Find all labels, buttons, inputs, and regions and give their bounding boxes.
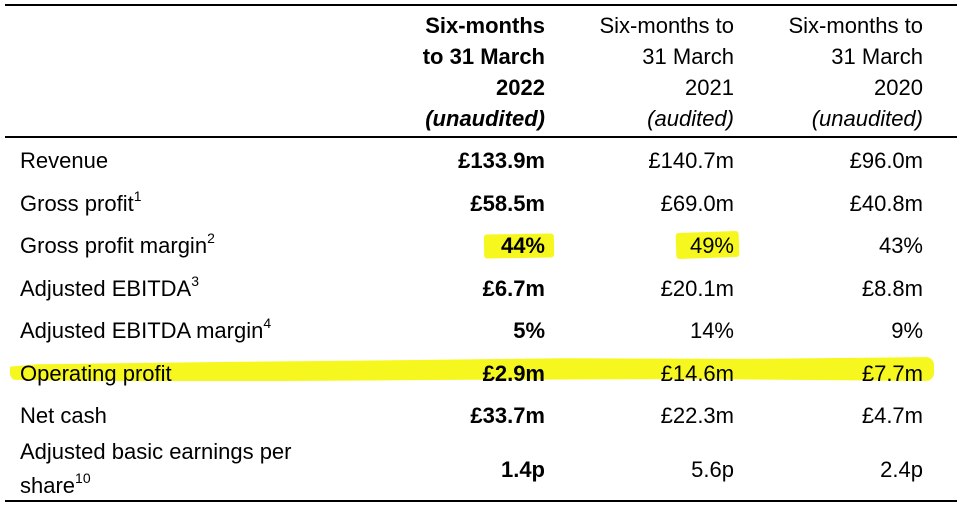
- cell-adjusted-basic-eps-2021: 5.6p: [691, 457, 734, 482]
- row-label-adjusted-basic-eps-line2: share10: [20, 470, 91, 503]
- row-label-text: Gross profit: [20, 191, 134, 216]
- cell-adjusted-ebitda-2020: £8.8m: [861, 276, 923, 301]
- footnote-marker: 2: [207, 230, 215, 246]
- header-status: (unaudited): [425, 106, 545, 131]
- cell-revenue-2022: £133.9m: [458, 148, 545, 173]
- row-label-adjusted-basic-eps-line1: Adjusted basic earnings per: [20, 439, 292, 464]
- column-header-2021: Six-months to 31 March 2021 (audited): [554, 10, 735, 134]
- cell-net-cash-2021: £22.3m: [660, 403, 734, 428]
- cell-gross-profit-margin-2021: 49%: [689, 233, 734, 258]
- header-status: (unaudited): [811, 106, 923, 131]
- cell-operating-profit-2020: £7.7m: [861, 361, 923, 386]
- cell-gross-profit-2022: £58.5m: [470, 191, 545, 216]
- cell-operating-profit-2022: £2.9m: [482, 361, 545, 386]
- row-label-gross-profit: Gross profit1: [20, 188, 142, 221]
- header-line: 31 March: [642, 44, 734, 69]
- footnote-marker: 3: [191, 273, 199, 289]
- header-line: 2021: [685, 75, 734, 100]
- table-top-rule: [5, 4, 957, 6]
- header-line: 2022: [496, 75, 545, 100]
- row-label-net-cash: Net cash: [20, 401, 107, 431]
- column-header-2022: Six-months to 31 March 2022 (unaudited): [375, 10, 545, 134]
- column-header-2020: Six-months to 31 March 2020 (unaudited): [743, 10, 924, 134]
- footnote-marker: 10: [75, 470, 91, 486]
- table-bottom-rule: [5, 500, 957, 502]
- header-line: to 31 March: [422, 44, 545, 69]
- row-label-operating-profit: Operating profit: [20, 359, 172, 389]
- cell-operating-profit-2021: £14.6m: [660, 361, 734, 386]
- footnote-marker: 1: [133, 188, 142, 204]
- cell-net-cash-2020: £4.7m: [861, 403, 923, 428]
- row-label-text: Gross profit margin: [20, 233, 208, 258]
- cell-gross-profit-2020: £40.8m: [849, 191, 923, 216]
- header-divider-rule: [5, 136, 957, 138]
- cell-adjusted-ebitda-2022: £6.7m: [482, 276, 545, 301]
- header-line: Six-months to: [788, 13, 924, 38]
- footnote-marker: 4: [263, 315, 272, 331]
- cell-adjusted-basic-eps-2020: 2.4p: [880, 457, 923, 482]
- header-line: 31 March: [831, 44, 923, 69]
- row-label-text: Operating profit: [20, 361, 172, 386]
- cell-revenue-2020: £96.0m: [849, 148, 923, 173]
- cell-net-cash-2022: £33.7m: [470, 403, 545, 428]
- row-label-text: Adjusted EBITDA margin: [20, 318, 264, 343]
- cell-gross-profit-2021: £69.0m: [660, 191, 734, 216]
- cell-adjusted-ebitda-margin-2020: 9%: [891, 318, 923, 343]
- row-label-adjusted-ebitda: Adjusted EBITDA3: [20, 273, 199, 306]
- cell-gross-profit-margin-2022: 44%: [500, 233, 545, 258]
- header-status: (audited): [647, 106, 734, 131]
- row-label-revenue: Revenue: [20, 146, 108, 176]
- row-label-text: share: [20, 473, 76, 498]
- cell-gross-profit-margin-2020: 43%: [878, 233, 923, 258]
- row-label-text: Net cash: [20, 403, 107, 428]
- row-label-adjusted-ebitda-margin: Adjusted EBITDA margin4: [20, 315, 272, 348]
- header-line: Six-months to: [599, 13, 735, 38]
- cell-revenue-2021: £140.7m: [648, 148, 734, 173]
- cell-adjusted-ebitda-2021: £20.1m: [660, 276, 734, 301]
- cell-adjusted-ebitda-margin-2021: 14%: [689, 318, 734, 343]
- header-line: 2020: [874, 75, 923, 100]
- row-label-text: Adjusted EBITDA: [20, 276, 192, 301]
- header-line: Six-months: [425, 13, 545, 38]
- cell-adjusted-basic-eps-2022: 1.4p: [500, 457, 545, 482]
- cell-adjusted-ebitda-margin-2022: 5%: [513, 318, 545, 343]
- row-label-text: Revenue: [20, 148, 109, 173]
- row-label-gross-profit-margin: Gross profit margin2: [20, 230, 215, 263]
